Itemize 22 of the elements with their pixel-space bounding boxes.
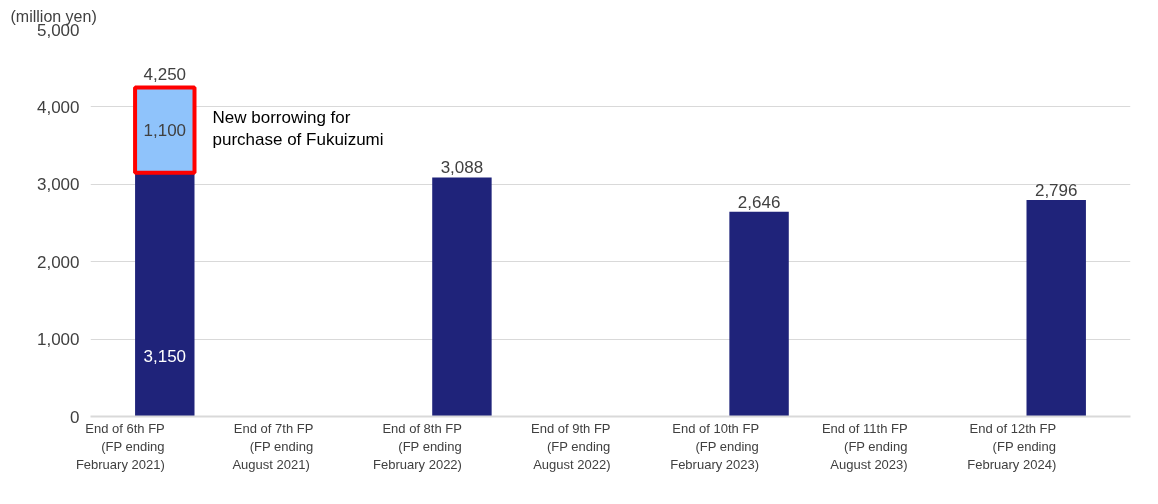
data-label: 2,646 [737, 192, 781, 212]
bar [432, 177, 492, 417]
y-tick-label: 2,000 [36, 252, 80, 272]
data-label: 3,150 [143, 346, 187, 366]
x-tick-label: End of 7th FP (FP ending August 2021) [232, 421, 314, 472]
y-tick-label: 1,000 [36, 330, 80, 350]
bar [729, 211, 789, 417]
x-tick-label: End of 9th FP (FP ending August 2022) [531, 421, 611, 472]
data-label: 1,100 [143, 121, 187, 141]
x-tick-label: End of 10th FP (FP ending February 2023) [670, 421, 760, 472]
x-tick-label: End of 11th FP (FP ending August 2023) [821, 421, 908, 472]
y-tick-label: 3,000 [36, 175, 80, 195]
total-label: 4,250 [143, 64, 187, 84]
y-tick-label: 0 [70, 407, 80, 427]
data-label: 2,796 [1034, 181, 1078, 201]
annotation: New borrowing for purchase of Fukuizumi [212, 107, 384, 150]
y-tick-label: 4,000 [36, 97, 80, 117]
x-tick-label: End of 12th FP (FP ending February 2024) [967, 421, 1057, 472]
bar [135, 172, 195, 417]
bar [1026, 200, 1086, 417]
x-tick-label: End of 8th FP (FP ending February 2022) [373, 421, 462, 472]
data-label: 3,088 [440, 158, 484, 178]
